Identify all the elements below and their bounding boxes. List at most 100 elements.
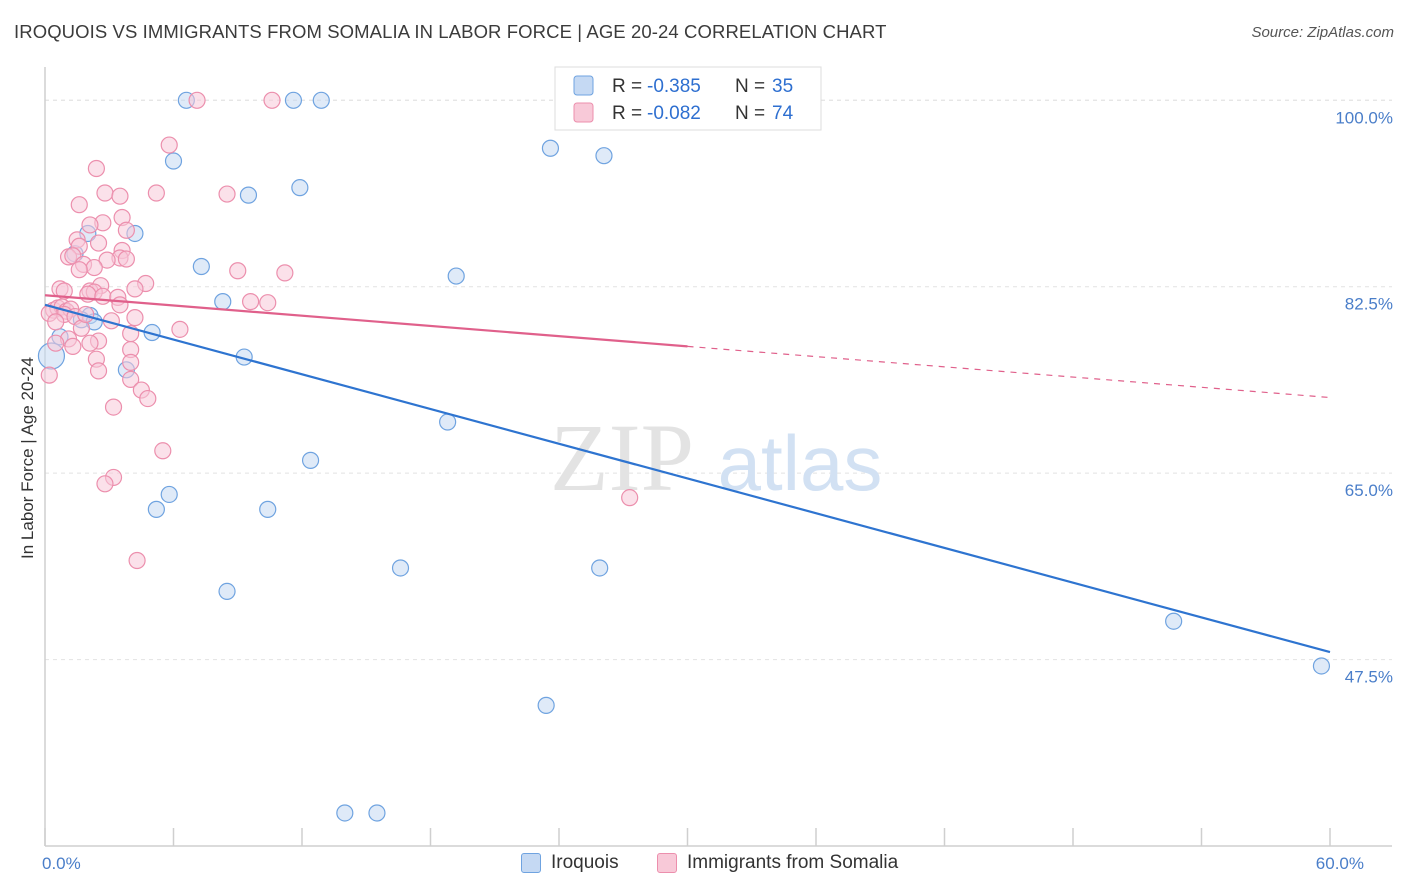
somalia-point-25 bbox=[70, 261, 88, 279]
somalia-point-73 bbox=[126, 309, 144, 327]
somalia-point-5 bbox=[218, 185, 236, 203]
legend-swatch-iroquois bbox=[573, 75, 594, 96]
iroquois-point-30 bbox=[1312, 657, 1331, 675]
iroquois-point-32 bbox=[336, 804, 354, 822]
iroquois-point-27 bbox=[541, 139, 560, 157]
legend-n-value-iroquois: 35 bbox=[772, 76, 793, 97]
somalia-point-51 bbox=[47, 334, 65, 352]
somalia-point-23 bbox=[229, 262, 247, 280]
somalia-point-56 bbox=[122, 353, 140, 371]
iroquois-point-33 bbox=[368, 804, 386, 822]
somalia-point-29 bbox=[126, 280, 144, 298]
somalia-point-22 bbox=[85, 258, 103, 277]
legend-box bbox=[554, 66, 822, 131]
legend-n-label-somalia: N = bbox=[735, 103, 765, 124]
y-tick-label-3: 47.5% bbox=[1345, 668, 1393, 687]
legend: R = -0.385 N = 35 R = -0.082 N = 74 bbox=[554, 66, 822, 131]
iroquois-point-28 bbox=[595, 147, 613, 165]
iroquois-point-24 bbox=[218, 582, 236, 600]
somalia-point-71 bbox=[117, 250, 135, 268]
iroquois-point-21 bbox=[160, 485, 178, 504]
somalia-point-58 bbox=[122, 370, 140, 389]
bottom-legend: Iroquois Immigrants from Somalia bbox=[0, 852, 1406, 878]
watermark-atlas: atlas bbox=[718, 419, 883, 507]
iroquois-point-2 bbox=[312, 91, 330, 109]
somalia-point-61 bbox=[104, 398, 123, 416]
iroquois-point-20 bbox=[301, 451, 320, 469]
legend-r-label-iroquois: R = bbox=[612, 76, 642, 97]
somalia-point-7 bbox=[111, 187, 129, 205]
iroquois-point-3 bbox=[164, 152, 183, 170]
legend-item-somalia: Immigrants from Somalia bbox=[657, 852, 898, 874]
iroquois-point-25 bbox=[391, 559, 410, 577]
axes bbox=[44, 67, 1392, 847]
chart-title: IROQUOIS VS IMMIGRANTS FROM SOMALIA IN L… bbox=[14, 21, 887, 42]
y-tick-label-0: 100.0% bbox=[1335, 108, 1393, 127]
legend-swatch-somalia-bottom bbox=[657, 853, 677, 873]
somalia-point-62 bbox=[40, 366, 58, 384]
y-tick-label-2: 65.0% bbox=[1345, 481, 1393, 500]
y-tick-label-1: 82.5% bbox=[1345, 295, 1393, 314]
somalia-point-67 bbox=[128, 551, 146, 570]
gridlines bbox=[45, 99, 1392, 661]
somalia-point-2 bbox=[160, 136, 178, 154]
somalia-point-36 bbox=[242, 293, 260, 311]
iroquois-point-29 bbox=[1165, 612, 1183, 630]
legend-n-label-iroquois: N = bbox=[735, 76, 765, 97]
source-label: Source: ZipAtlas.com bbox=[1251, 24, 1394, 41]
legend-label-somalia: Immigrants from Somalia bbox=[687, 852, 899, 873]
x-tick-label-0: 0.0% bbox=[42, 854, 81, 873]
iroquois-point-11 bbox=[214, 293, 232, 311]
legend-n-value-somalia: 74 bbox=[772, 103, 794, 124]
legend-item-iroquois: Iroquois bbox=[521, 852, 619, 874]
somalia-point-46 bbox=[47, 313, 65, 331]
legend-r-label-somalia: R = bbox=[612, 103, 642, 124]
trendlines bbox=[44, 294, 1331, 654]
legend-r-value-iroquois: -0.385 bbox=[647, 76, 701, 97]
somalia-point-66 bbox=[621, 489, 639, 507]
trendline-iroquois bbox=[44, 303, 1331, 654]
watermark-zip: ZIP bbox=[550, 404, 694, 511]
iroquois-point-22 bbox=[259, 500, 277, 518]
legend-label-iroquois: Iroquois bbox=[551, 852, 619, 873]
iroquois-point-9 bbox=[192, 257, 210, 276]
tick-labels: 100.0% 82.5% 65.0% 47.5% 0.0% 60.0% bbox=[42, 108, 1393, 873]
somalia-point-11 bbox=[81, 216, 99, 234]
somalia-point-1 bbox=[263, 91, 281, 109]
legend-swatch-somalia bbox=[573, 102, 594, 123]
iroquois-point-5 bbox=[291, 179, 309, 197]
iroquois-point-19 bbox=[439, 413, 457, 431]
iroquois-point-23 bbox=[147, 500, 165, 518]
legend-swatch-iroquois-bottom bbox=[521, 853, 541, 873]
watermark: ZIP atlas bbox=[550, 404, 882, 511]
iroquois-point-31 bbox=[537, 696, 555, 714]
somalia-point-57 bbox=[89, 362, 108, 380]
somalia-point-6 bbox=[96, 184, 114, 202]
somalia-point-24 bbox=[276, 264, 294, 282]
trendline-somalia-dashed bbox=[687, 345, 1331, 399]
iroquois-point-1 bbox=[284, 91, 303, 109]
somalia-point-4 bbox=[147, 184, 165, 202]
somalia-point-37 bbox=[259, 294, 277, 312]
legend-r-value-somalia: -0.082 bbox=[647, 103, 701, 124]
iroquois-point-4 bbox=[239, 186, 258, 204]
somalia-point-53 bbox=[64, 337, 82, 355]
somalia-point-0 bbox=[188, 91, 206, 109]
somalia-point-20 bbox=[98, 251, 116, 269]
somalia-point-14 bbox=[89, 234, 108, 252]
somalia-point-70 bbox=[55, 282, 73, 300]
somalia-point-35 bbox=[111, 296, 129, 314]
somalia-point-63 bbox=[154, 442, 172, 460]
trendline-somalia-solid bbox=[44, 294, 688, 348]
somalia-point-12 bbox=[117, 221, 135, 239]
somalia-point-33 bbox=[94, 287, 112, 305]
somalia-point-3 bbox=[87, 159, 106, 178]
x-tick-label-1: 60.0% bbox=[1316, 854, 1364, 873]
somalia-point-48 bbox=[171, 320, 189, 338]
somalia-point-68 bbox=[81, 334, 99, 352]
somalia-point-8 bbox=[70, 196, 88, 214]
somalia-point-60 bbox=[139, 389, 157, 408]
iroquois-point-26 bbox=[591, 559, 609, 577]
iroquois-point-10 bbox=[447, 267, 465, 285]
